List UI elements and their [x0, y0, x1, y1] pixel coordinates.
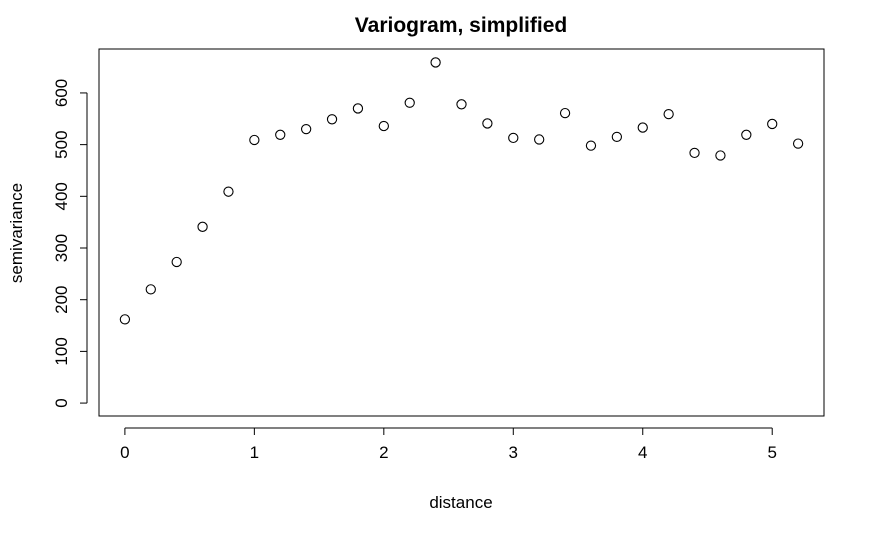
x-tick-label: 1 — [250, 443, 259, 462]
y-tick-label: 200 — [52, 286, 71, 314]
y-axis-title: semivariance — [7, 183, 26, 283]
data-point — [145, 284, 156, 295]
data-point — [534, 134, 545, 145]
data-point — [585, 140, 597, 151]
x-tick-label: 2 — [379, 443, 388, 462]
y-tick-label: 300 — [52, 234, 71, 262]
data-points — [119, 57, 804, 325]
x-axis-title: distance — [429, 493, 492, 512]
data-point — [456, 99, 467, 110]
y-tick-label: 600 — [52, 79, 71, 107]
chart-title: Variogram, simplified — [355, 14, 567, 37]
data-point — [689, 147, 700, 159]
y-tick-label: 500 — [52, 130, 71, 158]
x-tick-label: 4 — [638, 443, 647, 462]
data-point — [741, 129, 752, 140]
data-point — [171, 256, 182, 268]
x-tick-label: 5 — [767, 443, 776, 462]
data-point — [300, 123, 312, 135]
data-point — [482, 118, 493, 129]
plot-frame — [98, 48, 825, 417]
data-point — [223, 186, 234, 197]
x-axis: 0 1 2 3 4 5 — [120, 427, 777, 462]
data-point — [715, 150, 726, 161]
data-point — [119, 314, 131, 325]
y-tick-label: 0 — [52, 398, 71, 407]
data-point — [792, 138, 804, 149]
data-point — [378, 120, 389, 132]
data-point — [326, 114, 338, 125]
data-point — [508, 132, 519, 144]
data-point — [637, 122, 648, 133]
data-point — [249, 134, 260, 146]
x-tick-label: 3 — [509, 443, 518, 462]
data-point — [430, 57, 441, 68]
y-tick-label: 400 — [52, 182, 71, 210]
data-point — [197, 221, 208, 232]
y-tick-label: 100 — [52, 337, 71, 365]
data-point — [663, 108, 674, 120]
data-point — [352, 103, 364, 114]
x-tick-label: 0 — [120, 443, 129, 462]
data-point — [559, 107, 571, 119]
data-point — [404, 97, 415, 108]
data-point — [767, 118, 778, 130]
data-point — [275, 129, 286, 140]
y-axis: 0 100 200 300 400 500 600 — [52, 79, 88, 408]
data-point — [611, 131, 623, 143]
